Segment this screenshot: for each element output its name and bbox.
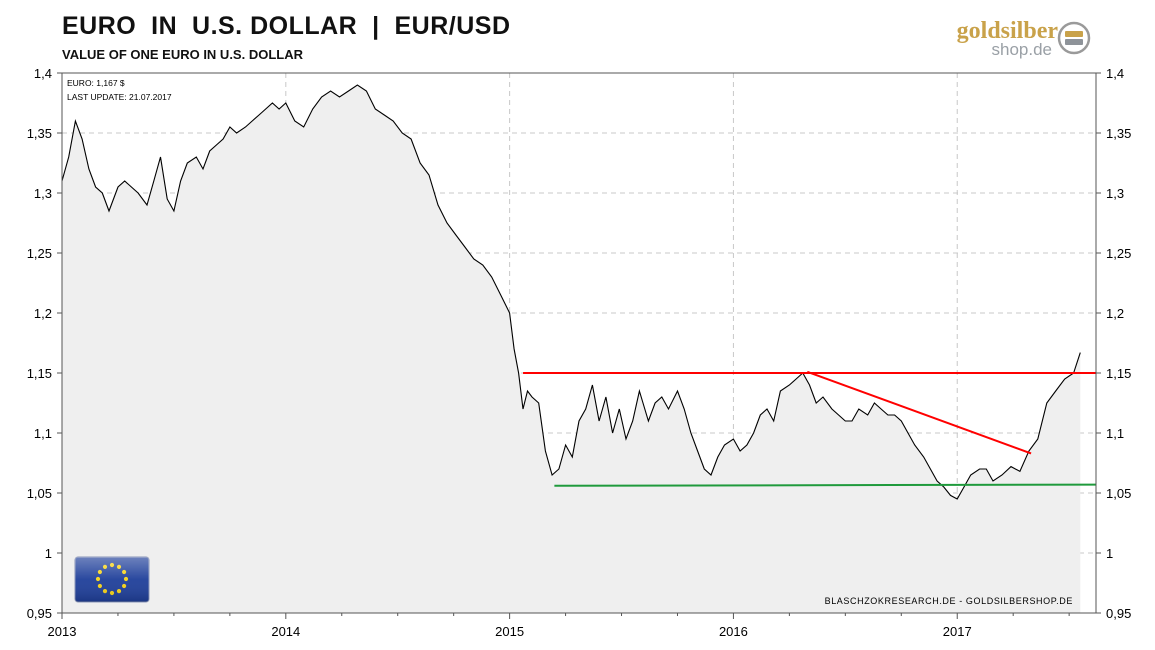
x-tick-label: 2015 <box>495 624 524 639</box>
brand-logo[interactable]: goldsilber shop.de <box>938 18 1058 60</box>
y-tick-label: 1,05 <box>1106 486 1131 501</box>
x-axis: 2013 2014 2015 2016 2017 <box>48 613 1070 639</box>
plot-frame <box>61 72 1097 614</box>
y-tick-label: 1,15 <box>27 366 52 381</box>
chart-title: EURO IN U.S. DOLLAR | EUR/USD <box>62 12 511 40</box>
gold-silver-bars-icon <box>1057 21 1091 55</box>
price-line <box>61 84 1081 500</box>
y-tick-label: 1,4 <box>34 66 52 81</box>
last-update-info: LAST UPDATE: 21.07.2017 <box>67 92 172 102</box>
support-line <box>554 483 1097 487</box>
y-tick-label: 1,1 <box>34 426 52 441</box>
y-tick-label: 1,2 <box>1106 306 1124 321</box>
y-tick-label: 0,95 <box>27 606 52 621</box>
downtrend-line <box>806 370 1032 455</box>
y-axis-right: 1,4 1,35 1,3 1,25 1,2 1,15 1,1 1,05 1 0,95 <box>1096 66 1131 621</box>
y-tick-label: 1,25 <box>1106 246 1131 261</box>
eu-flag-icon <box>74 556 150 603</box>
y-tick-label: 1,3 <box>1106 186 1124 201</box>
y-tick-label: 1,1 <box>1106 426 1124 441</box>
y-axis-left: 1,4 1,35 1,3 1,25 1,2 1,15 1,1 1,05 1 0,95 <box>27 66 62 621</box>
x-tick-label: 2014 <box>271 624 300 639</box>
y-tick-label: 1,35 <box>1106 126 1131 141</box>
x-tick-label: 2017 <box>943 624 972 639</box>
y-tick-label: 1,35 <box>27 126 52 141</box>
chart-subtitle: VALUE OF ONE EURO IN U.S. DOLLAR <box>62 47 303 62</box>
y-tick-label: 1,25 <box>27 246 52 261</box>
y-tick-label: 1,2 <box>34 306 52 321</box>
x-tick-label: 2013 <box>48 624 77 639</box>
y-tick-label: 0,95 <box>1106 606 1131 621</box>
y-tick-label: 1 <box>45 546 52 561</box>
y-tick-label: 1,15 <box>1106 366 1131 381</box>
y-tick-label: 1 <box>1106 546 1113 561</box>
price-area-fill <box>62 85 1081 613</box>
y-tick-label: 1,3 <box>34 186 52 201</box>
y-tick-label: 1,05 <box>27 486 52 501</box>
price-info: EURO: 1,167 $ <box>67 78 125 88</box>
footer-credit: BLASCHZOKRESEARCH.DE - GOLDSILBERSHOP.DE <box>825 596 1073 606</box>
x-tick-label: 2016 <box>719 624 748 639</box>
brand-name-gold: goldsilber <box>956 18 1058 44</box>
y-tick-label: 1,4 <box>1106 66 1124 81</box>
brand-name-shop: shop.de <box>991 40 1053 59</box>
